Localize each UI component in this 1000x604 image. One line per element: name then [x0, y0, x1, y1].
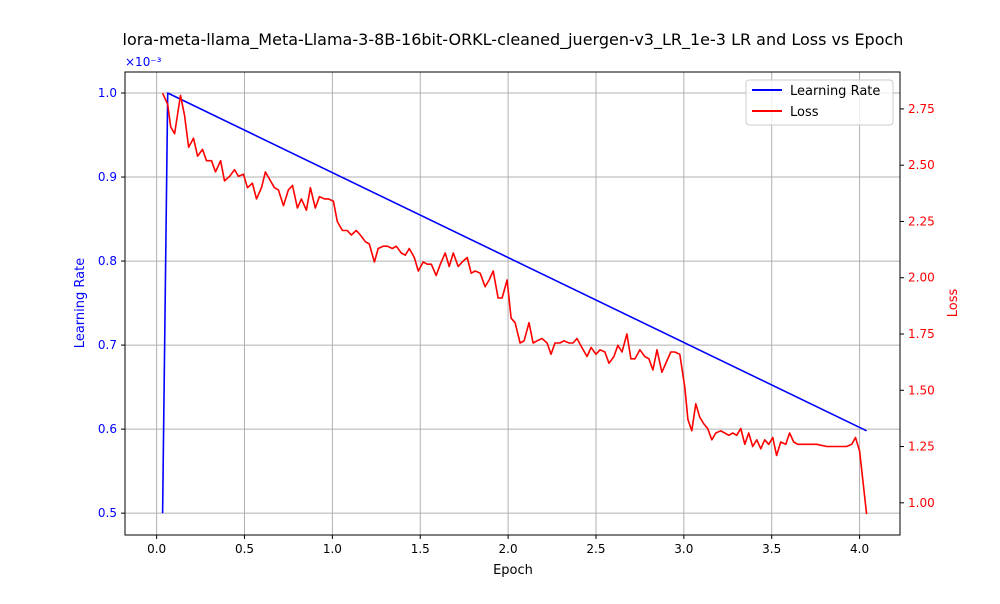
right-y-tick-label: 2.25 — [908, 214, 935, 228]
loss-line — [161, 92, 868, 515]
left-y-axis-label: Learning Rate — [73, 258, 88, 348]
grid — [125, 72, 900, 535]
legend-label-lr: Learning Rate — [790, 84, 880, 99]
learning-rate-line — [161, 92, 867, 514]
x-axis-label: Epoch — [493, 563, 533, 578]
x-tick-label: 4.0 — [850, 542, 869, 556]
x-tick-label: 3.5 — [762, 542, 781, 556]
right-y-tick-label: 1.00 — [908, 496, 935, 510]
right-y-tick-label: 1.75 — [908, 327, 935, 341]
right-y-tick-label: 2.75 — [908, 102, 935, 116]
x-axis: 0.0 0.5 1.0 1.5 2.0 2.5 3.0 3.5 4.0 — [147, 535, 869, 556]
left-y-tick-label: 0.8 — [98, 254, 117, 268]
x-tick-label: 2.5 — [586, 542, 605, 556]
x-tick-label: 3.0 — [674, 542, 693, 556]
x-tick-label: 0.0 — [147, 542, 166, 556]
left-y-tick-label: 0.6 — [98, 422, 117, 436]
left-y-axis: 0.5 0.6 0.7 0.8 0.9 1.0 — [98, 86, 125, 520]
legend: Learning Rate Loss — [745, 79, 894, 126]
series-layer — [161, 92, 868, 515]
x-tick-label: 2.0 — [499, 542, 518, 556]
legend-label-loss: Loss — [790, 105, 819, 120]
right-y-tick-label: 2.50 — [908, 158, 935, 172]
x-tick-label: 1.0 — [323, 542, 342, 556]
left-y-tick-label: 0.7 — [98, 338, 117, 352]
chart-title: lora-meta-llama_Meta-Llama-3-8B-16bit-OR… — [123, 30, 904, 50]
left-y-tick-label: 1.0 — [98, 86, 117, 100]
right-y-axis: 1.00 1.25 1.50 1.75 2.00 2.25 2.50 2.75 — [900, 102, 935, 510]
right-y-tick-label: 1.50 — [908, 383, 935, 397]
x-tick-label: 0.5 — [235, 542, 254, 556]
left-axis-offset-label: ×10⁻³ — [125, 55, 162, 69]
right-y-axis-label: Loss — [946, 289, 961, 318]
right-y-tick-label: 1.25 — [908, 440, 935, 454]
left-y-tick-label: 0.9 — [98, 170, 117, 184]
left-y-tick-label: 0.5 — [98, 506, 117, 520]
right-y-tick-label: 2.00 — [908, 271, 935, 285]
legend-box — [745, 79, 894, 126]
x-tick-label: 1.5 — [411, 542, 430, 556]
plot-frame — [124, 71, 901, 536]
